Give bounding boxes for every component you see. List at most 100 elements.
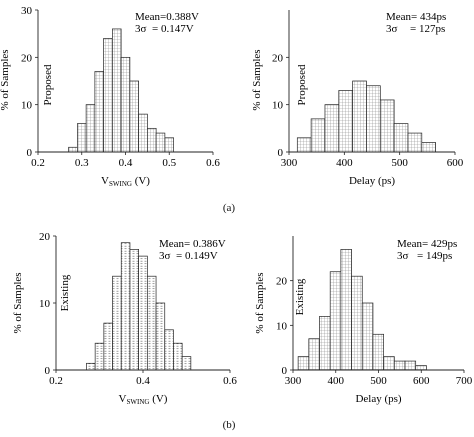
histogram-bar bbox=[361, 302, 374, 371]
histogram-bar bbox=[308, 338, 320, 371]
histogram-bar bbox=[164, 329, 174, 371]
x-tick-label: 300 bbox=[285, 375, 302, 387]
sigma-annotation: = 127ps bbox=[410, 23, 445, 35]
histogram-bar bbox=[77, 123, 87, 153]
histogram-bar bbox=[404, 360, 417, 371]
histogram-bar bbox=[324, 104, 340, 153]
y-axis-label: % of Samples bbox=[12, 272, 24, 333]
histogram-bar bbox=[164, 137, 174, 153]
x-tick-label: 0.4 bbox=[136, 375, 150, 387]
x-tick-label: 0.4 bbox=[119, 157, 133, 169]
sigma-symbol: 3σ bbox=[135, 23, 147, 35]
x-tick-label: 0.3 bbox=[75, 157, 89, 169]
histogram-bar bbox=[85, 104, 96, 153]
chart-a-right: 300 400 500 600 0 10 20 Delay (ps) % of Samples P… bbox=[251, 10, 464, 187]
y-tick-label: 0 bbox=[278, 147, 284, 159]
histogram-bar bbox=[94, 342, 105, 371]
histogram-bar bbox=[338, 90, 353, 153]
y-tick-label: 20 bbox=[272, 52, 284, 64]
x-tick-label: 0.2 bbox=[31, 157, 45, 169]
y-axis-label: % of Samples bbox=[251, 49, 263, 110]
histogram-bar bbox=[393, 360, 406, 371]
histogram-bar bbox=[296, 137, 312, 153]
histogram-bar bbox=[393, 123, 409, 153]
histogram-bar bbox=[181, 356, 192, 371]
histogram-bar bbox=[94, 71, 104, 153]
sigma-annotation: = 0.147V bbox=[152, 23, 194, 35]
y-tick-label: 10 bbox=[21, 100, 33, 112]
x-tick-label: 500 bbox=[370, 375, 387, 387]
method-label: Existing bbox=[294, 278, 306, 315]
x-axis-label: VSWING (V) bbox=[101, 175, 150, 188]
x-axis-label: VSWING (V) bbox=[119, 393, 168, 406]
x-tick-label: 400 bbox=[336, 157, 353, 169]
histogram-bar bbox=[138, 255, 148, 371]
histogram-bar bbox=[120, 56, 131, 153]
histogram-bar bbox=[310, 118, 326, 153]
histogram-bar bbox=[129, 80, 139, 153]
mean-annotation: Mean= 434ps bbox=[386, 11, 446, 23]
y-tick-label: 0 bbox=[27, 147, 33, 159]
y-tick-label: 0 bbox=[45, 365, 51, 377]
y-axis-label: % of Samples bbox=[254, 272, 266, 333]
histogram-bar bbox=[155, 132, 166, 153]
mean-annotation: Mean=0.388V bbox=[135, 11, 199, 23]
sigma-symbol: 3σ bbox=[397, 250, 409, 262]
x-axis-label: Delay (ps) bbox=[355, 393, 401, 405]
method-label: Proposed bbox=[296, 64, 308, 105]
caption-a: (a) bbox=[222, 202, 236, 214]
histogram-bar bbox=[120, 242, 131, 371]
histogram-bar bbox=[415, 365, 427, 371]
x-tick-label: 300 bbox=[281, 157, 298, 169]
histogram-bar bbox=[103, 38, 113, 153]
y-tick-label: 30 bbox=[21, 5, 33, 17]
sigma-annotation: = 149ps bbox=[417, 250, 452, 262]
mean-annotation: Mean= 429ps bbox=[397, 238, 457, 250]
y-tick-label: 0 bbox=[282, 365, 288, 377]
histogram-bar bbox=[173, 342, 183, 371]
y-tick-label: 10 bbox=[276, 320, 288, 332]
histogram-bar bbox=[138, 113, 148, 153]
sigma-symbol: 3σ bbox=[386, 23, 398, 35]
histogram-bar bbox=[103, 322, 113, 371]
histogram-bar bbox=[421, 142, 436, 153]
x-axis-label: Delay (ps) bbox=[349, 175, 395, 187]
x-tick-label: 500 bbox=[391, 157, 408, 169]
histogram-bar bbox=[112, 275, 122, 371]
caption-b: (b) bbox=[222, 419, 236, 431]
histogram-bar bbox=[352, 80, 367, 153]
x-tick-label: 700 bbox=[456, 375, 473, 387]
histogram-bar bbox=[147, 127, 157, 153]
x-tick-label: 0.5 bbox=[162, 157, 176, 169]
x-tick-label: 0.6 bbox=[223, 375, 237, 387]
histogram-bar bbox=[155, 302, 166, 371]
histogram-bar bbox=[297, 356, 310, 371]
histogram-bar bbox=[112, 28, 122, 153]
histogram-bar bbox=[319, 316, 331, 371]
method-label: Proposed bbox=[42, 64, 54, 105]
chart-a-left: 0.2 0.3 0.4 0.5 0.6 0 10 20 30 VSWING (V) % of Sam… bbox=[0, 5, 220, 188]
method-label: Existing bbox=[59, 274, 71, 311]
histogram-bar bbox=[86, 362, 96, 371]
chart-b-left: 0.2 0.4 0.6 0 10 20 VSWING (V) % of Samples Exis… bbox=[12, 231, 237, 406]
histogram-bar bbox=[383, 356, 395, 371]
x-tick-label: 0.6 bbox=[206, 157, 220, 169]
chart-b-right: 300 400 500 600 700 0 10 20 Delay (ps) % of Sampl… bbox=[254, 236, 473, 405]
sigma-symbol: 3σ bbox=[159, 250, 171, 262]
mean-annotation: Mean= 0.386V bbox=[159, 238, 226, 250]
histogram-bar bbox=[68, 146, 78, 153]
histogram-bar bbox=[366, 85, 381, 153]
x-tick-label: 600 bbox=[413, 375, 430, 387]
histogram-bar bbox=[340, 249, 352, 371]
histogram-bar bbox=[129, 249, 139, 371]
y-tick-label: 20 bbox=[39, 231, 51, 243]
y-axis-label: % of Samples bbox=[0, 49, 11, 110]
x-tick-label: 600 bbox=[447, 157, 464, 169]
x-tick-label: 0.2 bbox=[49, 375, 63, 387]
y-tick-label: 20 bbox=[21, 52, 33, 64]
sigma-annotation: = 0.149V bbox=[176, 250, 218, 262]
histogram-bar bbox=[407, 132, 423, 153]
histogram-bar bbox=[351, 275, 363, 371]
histogram-bar bbox=[147, 275, 157, 371]
